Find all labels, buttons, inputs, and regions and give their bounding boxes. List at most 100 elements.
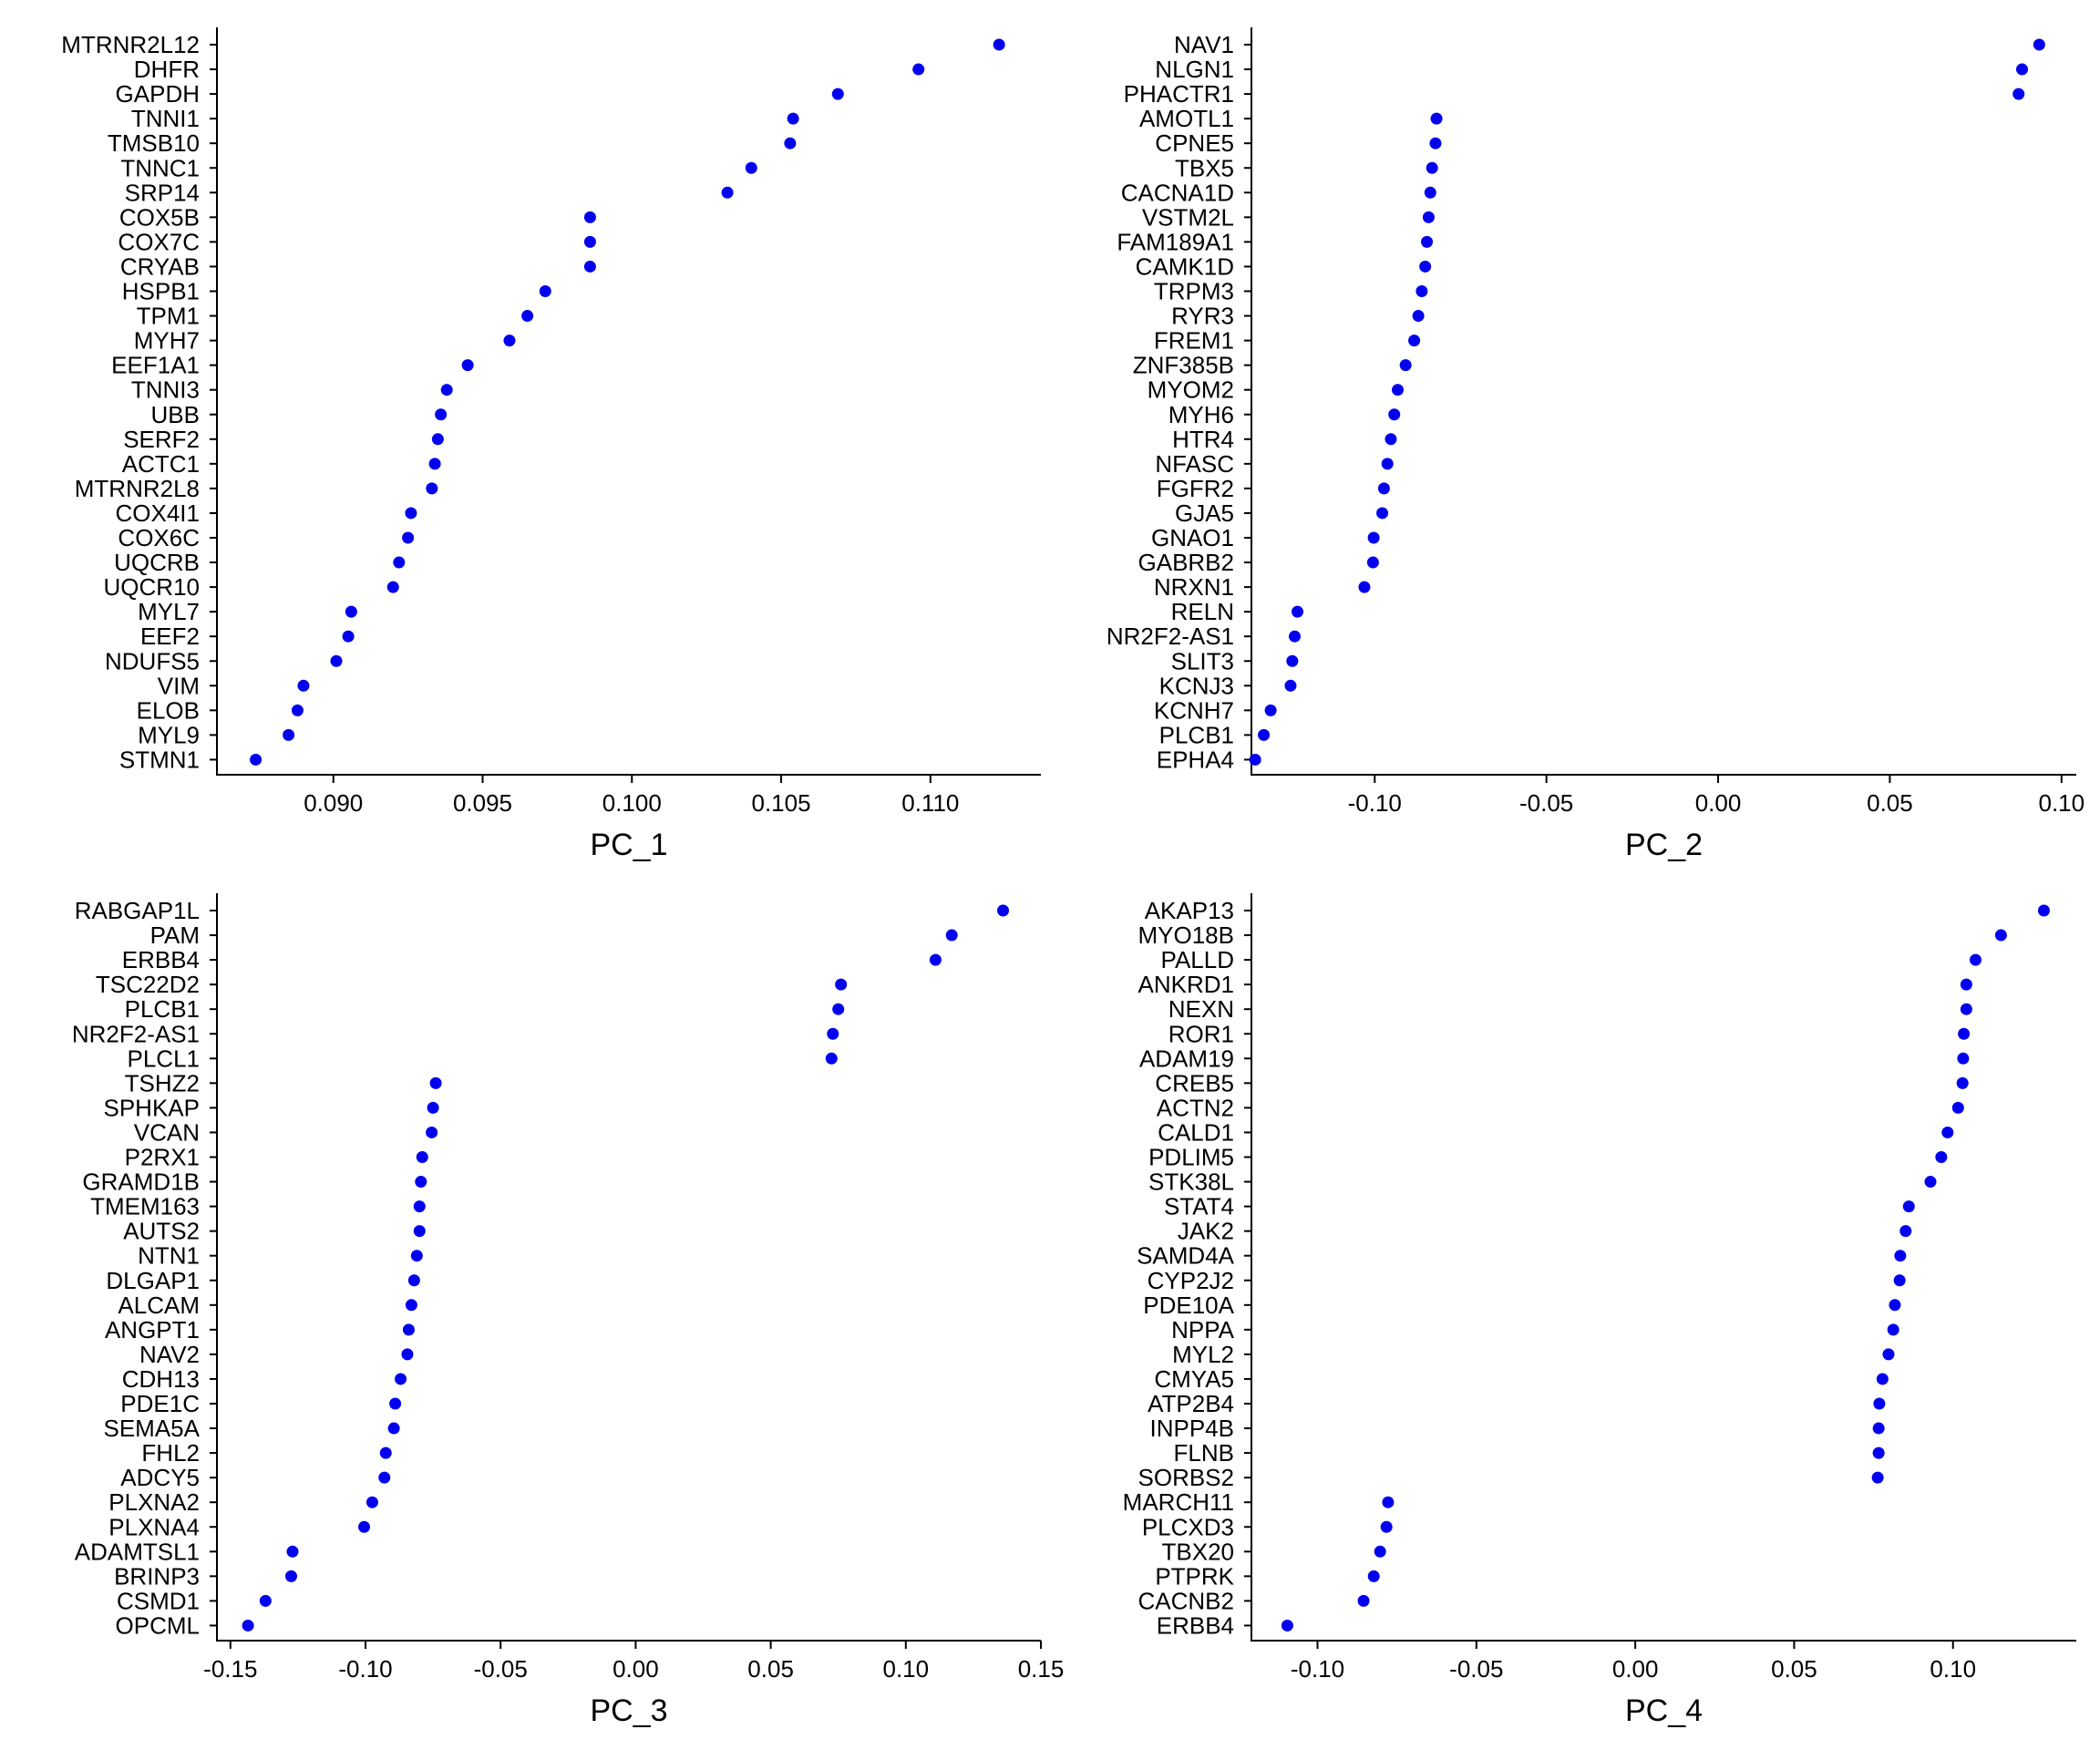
data-point — [1969, 953, 1982, 966]
data-point — [721, 186, 734, 199]
gene-label: KCNJ3 — [1159, 672, 1234, 699]
data-point — [1291, 605, 1303, 618]
x-tick-label: 0.10 — [1930, 1655, 1976, 1683]
data-point — [787, 112, 799, 125]
x-tick-label: 0.05 — [747, 1655, 794, 1683]
data-point — [378, 1471, 391, 1484]
gene-label: ADAMTSL1 — [75, 1538, 200, 1565]
x-tick-label: 0.10 — [2038, 789, 2085, 817]
data-point — [1876, 1373, 1889, 1385]
gene-label: NRXN1 — [1154, 573, 1234, 601]
data-point — [386, 581, 399, 593]
gene-label: TPM1 — [137, 303, 200, 330]
data-point — [993, 38, 1005, 51]
gene-label: KCNH7 — [1154, 696, 1234, 724]
gene-label: ERBB4 — [122, 946, 200, 973]
data-point — [1385, 433, 1397, 446]
data-point — [2012, 88, 2025, 100]
x-axis-title: PC_4 — [1625, 1693, 1703, 1728]
gene-label: PLCB1 — [1159, 721, 1234, 748]
gene-label: STMN1 — [119, 746, 200, 773]
data-point — [1994, 929, 2007, 942]
gene-label: TNNI1 — [131, 105, 200, 132]
gene-label: VSTM2L — [1142, 203, 1234, 231]
gene-label: NDUFS5 — [105, 647, 200, 674]
gene-label: STAT4 — [1164, 1193, 1234, 1220]
x-axis-title: PC_1 — [590, 828, 667, 862]
data-point — [1872, 1422, 1885, 1435]
data-point — [1286, 654, 1299, 667]
gene-label: NFASC — [1155, 450, 1234, 478]
gene-label: UQCRB — [114, 549, 200, 576]
data-point — [583, 235, 596, 248]
gene-label: GNAO1 — [1151, 524, 1234, 551]
data-point — [1872, 1446, 1885, 1459]
gene-label: PLCL1 — [128, 1045, 201, 1072]
data-point — [242, 1619, 254, 1632]
data-point — [440, 384, 453, 396]
data-point — [1415, 285, 1428, 297]
x-tick-label: 0.110 — [901, 789, 959, 817]
gene-label: TMSB10 — [108, 129, 200, 157]
data-point — [2037, 904, 2050, 917]
gene-label: CALD1 — [1158, 1118, 1234, 1146]
data-point — [413, 1200, 426, 1213]
gene-label: CACNA1D — [1121, 179, 1234, 206]
gene-label: NEXN — [1168, 995, 1234, 1023]
gene-label: MYL9 — [138, 721, 200, 748]
data-point — [1957, 1052, 1970, 1065]
data-point — [330, 654, 343, 667]
data-point — [745, 161, 757, 174]
gene-label: SRP14 — [125, 179, 200, 206]
x-tick-label: 0.10 — [882, 1655, 929, 1683]
gene-label: GJA5 — [1175, 499, 1234, 527]
data-point — [358, 1520, 371, 1533]
gene-label: INPP4B — [1150, 1415, 1235, 1442]
panel-pc4: AKAP13MYO18BPALLDANKRD1NEXNROR1ADAM19CRE… — [1123, 893, 2076, 1728]
data-point — [503, 335, 516, 347]
gene-label: PLXNA4 — [108, 1513, 200, 1540]
gene-label: MTRNR2L12 — [61, 31, 200, 58]
gene-label: FLNB — [1174, 1439, 1234, 1467]
data-point — [426, 1126, 438, 1138]
data-point — [1924, 1176, 1937, 1189]
gene-label: PAM — [150, 921, 200, 949]
data-point — [1960, 1003, 1972, 1015]
gene-label: ALCAM — [118, 1292, 200, 1319]
gene-label: COX7C — [118, 228, 200, 255]
data-point — [1960, 978, 1972, 991]
gene-label: ADCY5 — [120, 1464, 200, 1491]
data-point — [1419, 260, 1432, 273]
gene-label: GABRB2 — [1138, 549, 1235, 576]
gene-label: JAK2 — [1178, 1218, 1234, 1245]
data-point — [1422, 211, 1435, 223]
gene-label: TBX20 — [1162, 1538, 1235, 1565]
gene-label: HSPB1 — [122, 278, 200, 305]
data-point — [1258, 728, 1271, 741]
gene-label: RABGAP1L — [75, 897, 200, 924]
data-point — [1429, 137, 1442, 149]
gene-label: PHACTR1 — [1124, 80, 1234, 108]
data-point — [286, 1545, 299, 1558]
data-point — [410, 1250, 423, 1262]
gene-label: VCAN — [134, 1118, 200, 1146]
data-point — [1281, 1619, 1293, 1632]
gene-label: CAMK1D — [1136, 252, 1234, 280]
x-tick-label: 0.05 — [1867, 789, 1913, 817]
x-tick-label: -0.05 — [1449, 1655, 1503, 1683]
data-point — [379, 1446, 392, 1459]
gene-label: ACTC1 — [122, 450, 200, 478]
data-point — [1388, 408, 1401, 421]
gene-label: CMYA5 — [1154, 1365, 1234, 1393]
data-point — [1887, 1323, 1899, 1336]
gene-label: DLGAP1 — [106, 1267, 200, 1294]
data-point — [1357, 1594, 1370, 1607]
data-point — [1882, 1348, 1895, 1361]
data-point — [283, 728, 295, 741]
gene-label: COX5B — [119, 203, 200, 231]
gene-label: PDLIM5 — [1148, 1144, 1234, 1171]
data-point — [429, 1076, 442, 1089]
x-tick-label: 0.100 — [602, 789, 662, 817]
data-point — [413, 1225, 426, 1238]
